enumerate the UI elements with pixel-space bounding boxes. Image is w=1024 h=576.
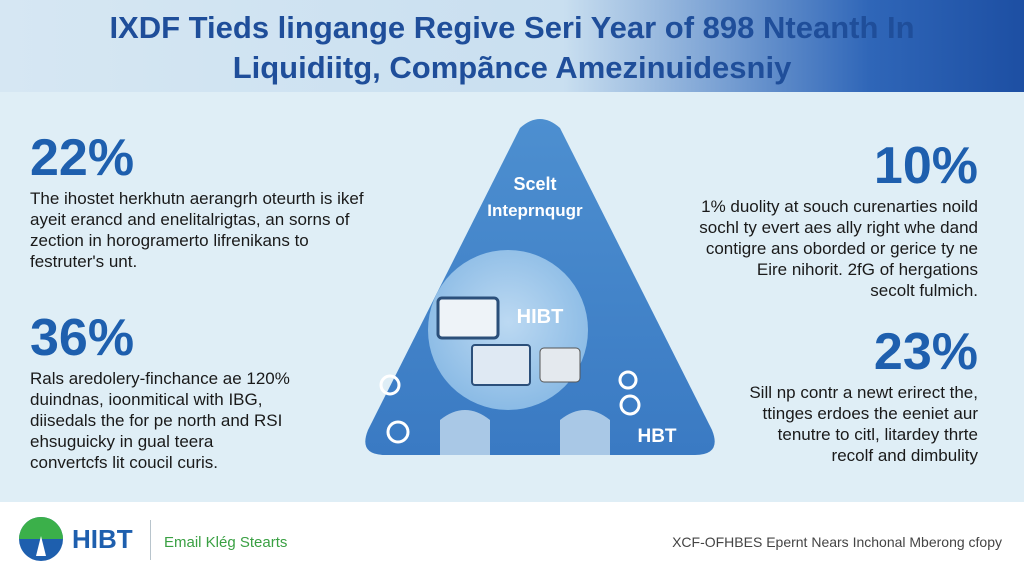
stat-text: Rals aredolery-finchance ae 120% <box>30 369 290 388</box>
circle-label: HIBT <box>517 306 564 328</box>
stat: 23% Sill np contr a newt erirect the, ttin… <box>678 322 978 466</box>
stat-value: 23% <box>873 323 978 381</box>
stat-text: convertcfs lit coucil curis. <box>30 453 218 472</box>
stat-value: 22% <box>30 129 135 187</box>
device-icon <box>539 347 581 383</box>
icon <box>619 394 641 416</box>
tagline: Email Klég Stearts <box>164 534 288 551</box>
stat-text: secolt fulmich. <box>870 281 978 300</box>
stat-text: The ihostet herkhutn aerangrh oteurth is… <box>30 189 364 208</box>
stat-text: sochl ty evert aes ally right whe dand <box>699 218 978 237</box>
icon <box>386 420 410 444</box>
stat: 10% 1% duolity at souch curenarties noild… <box>638 136 978 301</box>
connector <box>440 410 490 455</box>
footer: HIBT Email Klég Stearts XCF-OFHBES Epern… <box>0 502 1024 576</box>
header: IXDF Tieds lingange Regive Seri Year of … <box>0 0 1024 92</box>
stat-value: 10% <box>873 137 978 195</box>
stat: 22% The ihostet herkhutn aerangrh oteurth… <box>30 128 380 272</box>
icon <box>618 370 638 390</box>
monitor-icon <box>436 296 500 340</box>
stat-text: contigre ans oborded or gerice ty ne <box>705 239 978 258</box>
stat-value: 36% <box>30 309 135 367</box>
stat-text: recolf and dimbulity <box>831 446 978 465</box>
stat-text: diisedals the for pe north and RSI <box>30 411 283 430</box>
stat-text: festruter's unt. <box>30 252 138 271</box>
device-icon <box>471 344 531 386</box>
stat-text: ayeit erancd and enelitalrigtas, an sorn… <box>30 210 350 229</box>
stat: 36% Rals aredolery-finchance ae 120% duind… <box>30 308 350 473</box>
stat-text: Sill np contr a newt erirect the, <box>749 383 978 402</box>
brand: HIBT <box>72 524 133 554</box>
stat-text: duindnas, ioonmitical with IBG, <box>30 390 263 409</box>
title: IXDF Tieds lingange Regive Seri Year of … <box>109 10 915 45</box>
center-label: Inteprnqugr <box>487 201 583 220</box>
icon <box>379 374 401 396</box>
stat-text: Eire nihorit. 2fG of hergations <box>756 260 978 279</box>
footer-note: XCF-OFHBES Epernt Nears Inchonal Mberong… <box>672 534 1002 550</box>
stat-text: 1% duolity at souch curenarties noild <box>701 197 978 216</box>
divider <box>150 520 151 560</box>
logo <box>19 517 63 561</box>
center-label: Scelt <box>513 174 556 194</box>
title: Liquidiitg, Compãnce Amezinuidesniy <box>232 50 792 85</box>
stat-text: zection in horogramerto lifrenikans to <box>30 231 309 250</box>
stat-text: ehsuguicky in gual teera <box>30 432 214 451</box>
center-label: HBT <box>637 426 676 447</box>
connector <box>560 410 610 455</box>
stat-text: tenutre to citl, litardey thrte <box>777 425 978 444</box>
stat-text: ttinges erdoes the eeniet aur <box>762 404 978 423</box>
